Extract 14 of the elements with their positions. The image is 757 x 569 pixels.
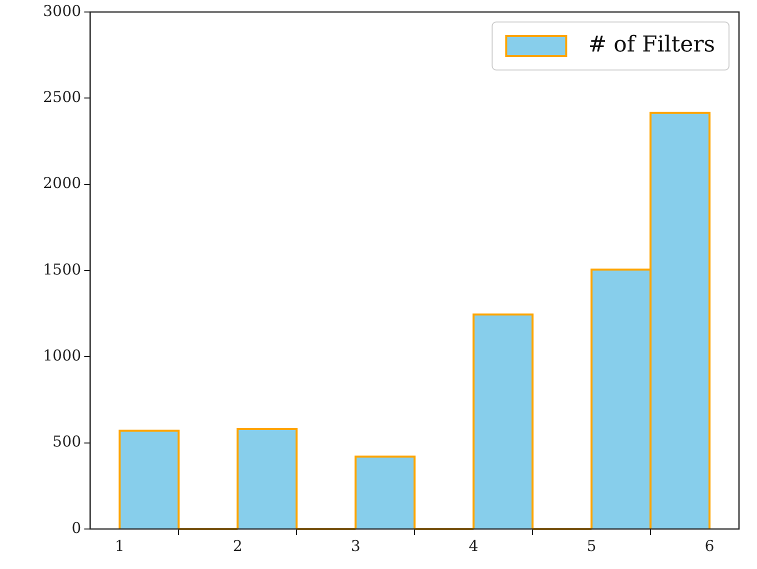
x-tick-label: 3 bbox=[350, 536, 360, 555]
y-tick-label: 0 bbox=[72, 518, 82, 537]
x-tick-label: 2 bbox=[232, 536, 242, 555]
y-tick-label: 2500 bbox=[42, 88, 82, 106]
y-tick-label: 1000 bbox=[42, 346, 82, 365]
x-tick-label: 4 bbox=[468, 536, 478, 555]
y-tick-label: 3000 bbox=[42, 2, 82, 20]
legend-label: # of Filters bbox=[588, 32, 715, 58]
x-tick-label: 1 bbox=[114, 536, 124, 555]
y-tick-label: 1500 bbox=[42, 260, 82, 278]
x-tick-label: 6 bbox=[704, 536, 714, 555]
y-tick-label: 2000 bbox=[42, 174, 82, 192]
y-tick-label: 500 bbox=[52, 432, 82, 451]
x-tick-label: 5 bbox=[586, 536, 596, 555]
